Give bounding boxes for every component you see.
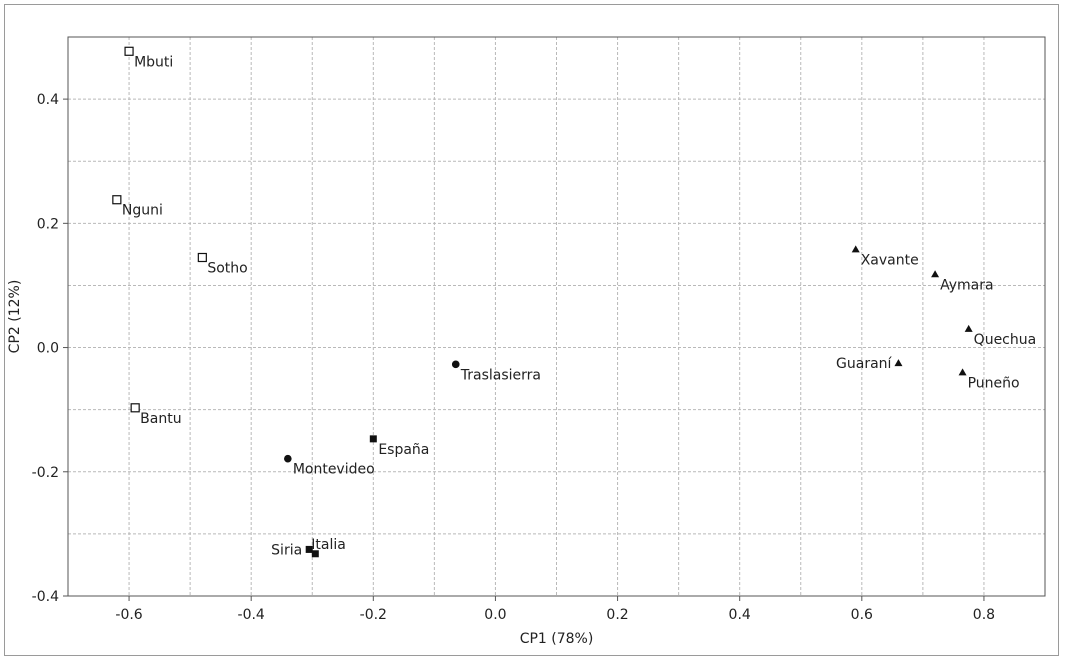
marker-filled-triangle — [964, 324, 973, 332]
marker-open-square — [124, 46, 134, 56]
x-tick-label: 0.2 — [606, 607, 628, 623]
marker-filled-triangle — [851, 245, 860, 253]
marker-filled-triangle — [931, 270, 940, 278]
point-label: Siria — [271, 542, 302, 558]
data-point: Nguni — [112, 195, 163, 219]
data-point: Traslasierra — [451, 360, 541, 383]
tick-layer: -0.6 -0.4 -0.2 0.0 0.2 0.4 0.6 0.8 -0.4 -0.2 0.0 0.… — [32, 92, 995, 623]
marker-filled-circle — [284, 454, 292, 463]
data-point: Bantu — [130, 403, 182, 427]
data-point: Puneño — [958, 368, 1020, 391]
y-axis-title: CP2 (12%) — [7, 280, 23, 354]
data-point: Quechua — [964, 324, 1037, 348]
point-label: Puneño — [968, 375, 1020, 391]
point-label: Nguni — [122, 203, 163, 219]
marker-filled-square — [369, 435, 377, 443]
point-label: Traslasierra — [460, 367, 541, 383]
x-tick-label: -0.2 — [360, 607, 387, 623]
points-layer: Mbuti Nguni Sotho Bantu Montevideo Traslasier… — [112, 46, 1037, 558]
marker-filled-triangle — [958, 368, 967, 376]
point-label: Bantu — [140, 411, 181, 427]
y-tick-label: -0.2 — [32, 465, 59, 481]
plot-area-border — [67, 36, 1046, 597]
grid-layer — [67, 36, 1046, 597]
y-tick-label: 0.0 — [37, 341, 59, 357]
marker-filled-triangle — [894, 359, 903, 367]
chart-frame — [4, 4, 1059, 656]
data-point: Xavante — [851, 245, 919, 268]
marker-open-square — [130, 403, 140, 413]
x-tick-label: -0.6 — [115, 607, 142, 623]
marker-filled-square — [311, 550, 319, 558]
data-point: Italia — [311, 537, 346, 558]
data-point: Mbuti — [124, 46, 173, 70]
marker-open-square — [197, 252, 207, 263]
x-tick-label: 0.8 — [973, 607, 995, 623]
point-label: Mbuti — [134, 54, 173, 70]
x-tick-label: -0.4 — [238, 607, 265, 623]
marker-open-square — [112, 195, 122, 205]
data-point: España — [369, 435, 429, 458]
point-label: Sotho — [207, 260, 247, 276]
y-tick-label: 0.4 — [37, 92, 59, 108]
point-label: Montevideo — [293, 462, 375, 478]
data-point: Siria — [271, 542, 313, 558]
point-label: Italia — [311, 537, 346, 553]
data-point: Aymara — [931, 270, 994, 293]
x-axis-title: CP1 (78%) — [520, 631, 594, 647]
point-label: Aymara — [940, 277, 993, 293]
marker-filled-square — [305, 545, 313, 553]
data-point: Montevideo — [284, 454, 375, 478]
y-tick-label: -0.4 — [32, 589, 59, 605]
y-tick-label: 0.2 — [37, 216, 59, 232]
data-point: Guaraní — [836, 356, 903, 372]
point-label: Xavante — [861, 252, 919, 268]
x-tick-label: 0.6 — [851, 607, 873, 623]
point-label: Quechua — [974, 332, 1037, 348]
x-tick-label: 0.4 — [729, 607, 751, 623]
point-label: España — [378, 442, 429, 458]
x-tick-label: 0.0 — [484, 607, 506, 623]
point-label: Guaraní — [836, 356, 893, 372]
marker-filled-circle — [451, 360, 460, 369]
data-point: Sotho — [197, 252, 248, 276]
